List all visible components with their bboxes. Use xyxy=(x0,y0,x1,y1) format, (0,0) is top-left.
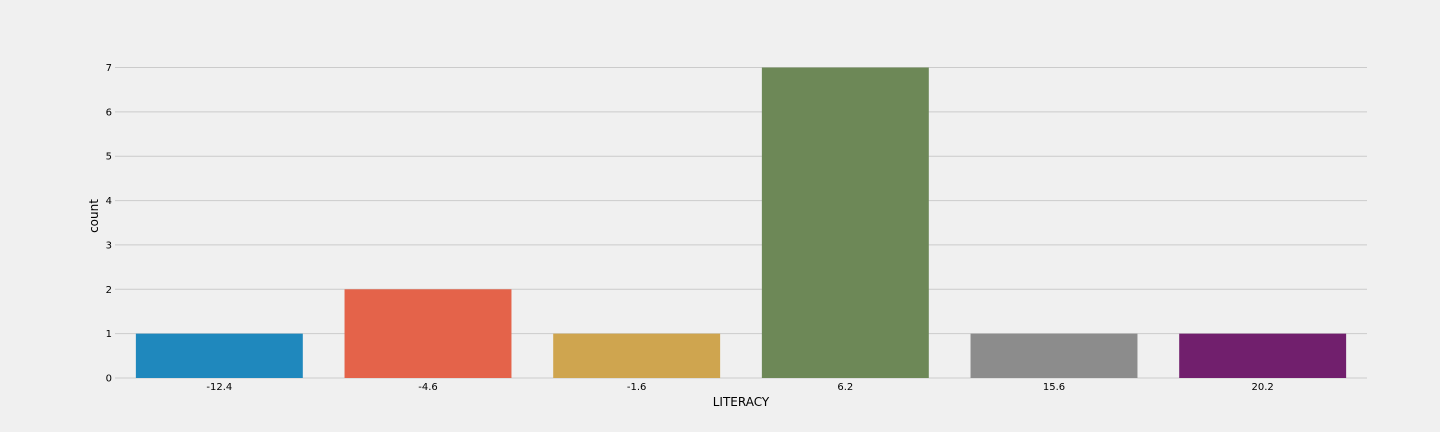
x-tick-label: 6.2 xyxy=(837,382,853,393)
y-tick-labels: 0 1 2 3 4 5 6 7 xyxy=(106,63,112,385)
y-tick-label: 7 xyxy=(106,63,112,74)
y-tick-label: 6 xyxy=(106,107,112,118)
bar-15.6 xyxy=(970,333,1138,378)
x-tick-label: -1.6 xyxy=(627,382,647,393)
bars xyxy=(135,67,1347,378)
bar--12.4 xyxy=(135,333,303,378)
y-tick-label: 5 xyxy=(106,152,112,163)
x-tick-labels: -12.4 -4.6 -1.6 6.2 15.6 20.2 xyxy=(206,382,1273,393)
x-tick-label: -12.4 xyxy=(206,382,232,393)
x-tick-label: 15.6 xyxy=(1043,382,1065,393)
bar--4.6 xyxy=(344,289,512,378)
bar-6.2 xyxy=(761,67,929,378)
x-axis-label: LITERACY xyxy=(713,395,770,409)
y-tick-label: 3 xyxy=(106,240,112,251)
grid-lines xyxy=(115,67,1367,379)
x-tick-label: -4.6 xyxy=(418,382,438,393)
bar--1.6 xyxy=(553,333,721,378)
x-tick-label: 20.2 xyxy=(1252,382,1274,393)
bar-20.2 xyxy=(1179,333,1347,378)
y-tick-label: 2 xyxy=(106,285,112,296)
y-axis-label: count xyxy=(87,199,101,233)
y-tick-label: 1 xyxy=(106,329,112,340)
y-tick-label: 4 xyxy=(106,196,112,207)
y-tick-label: 0 xyxy=(106,374,112,385)
